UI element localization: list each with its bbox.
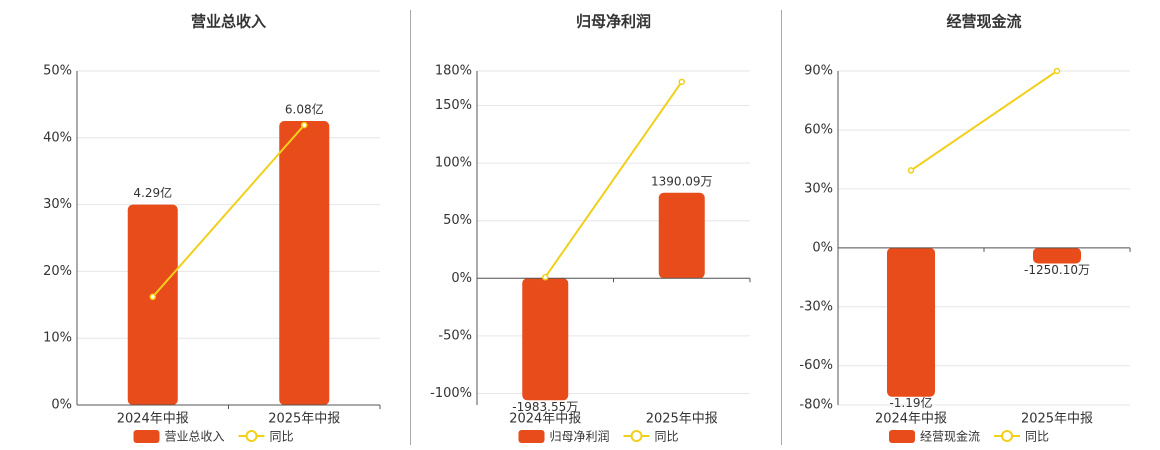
y-tick-label: 0%: [812, 240, 833, 255]
y-tick-label: -80%: [799, 398, 833, 413]
line-point: [542, 273, 549, 281]
x-tick-label: 2025年中报: [646, 412, 718, 427]
value-label: -1250.10万: [1024, 263, 1090, 277]
y-tick-label: 0%: [451, 271, 472, 286]
legend-label: 经营现金流: [920, 429, 980, 444]
y-tick-label: 180%: [435, 64, 472, 79]
y-tick-label: 0%: [51, 398, 72, 413]
line: [910, 70, 1058, 172]
y-tick-label: 10%: [43, 331, 72, 346]
y-tick-label: -60%: [799, 358, 833, 373]
line-point: [678, 78, 685, 86]
line-point: [301, 121, 308, 129]
y-tick-label: 30%: [43, 197, 72, 212]
y-tick-label: 20%: [43, 264, 72, 279]
y-tick-label: 50%: [443, 213, 472, 228]
legend-label: 同比: [270, 430, 294, 444]
y-tick-label: 30%: [804, 181, 833, 196]
x-tick-label: 2024年中报: [117, 412, 189, 427]
y-tick-label: -30%: [799, 299, 833, 314]
chart-title: 经营现金流: [946, 13, 1021, 31]
legend-label: 营业总收入: [165, 430, 225, 444]
y-tick-label: 100%: [435, 156, 472, 171]
value-label: -1.19亿: [889, 395, 932, 410]
line: [152, 124, 305, 298]
bar: [127, 204, 178, 405]
line-point: [149, 293, 156, 301]
chart-title: 营业总收入: [191, 13, 266, 31]
y-tick-label: 50%: [43, 64, 72, 79]
legend-swatch: [889, 430, 915, 443]
legend-label: 归母净利润: [550, 430, 610, 444]
line-point: [907, 167, 915, 174]
value-label: 6.08亿: [285, 101, 324, 116]
bar: [522, 278, 569, 401]
value-label: -1983.55万: [512, 400, 578, 414]
y-tick-label: 60%: [804, 122, 833, 137]
value-label: 1390.09万: [651, 174, 713, 188]
legend-swatch: [133, 430, 160, 443]
bar: [887, 247, 935, 397]
line: [544, 81, 683, 278]
bar: [1033, 247, 1081, 264]
bar: [279, 120, 330, 405]
bar: [658, 192, 705, 279]
legend-label: 同比: [1025, 430, 1049, 444]
chart-title: 归母净利润: [576, 13, 651, 31]
y-tick-label: 150%: [435, 98, 472, 113]
legend-label: 同比: [655, 430, 679, 444]
legend-swatch: [1001, 430, 1014, 442]
x-tick-label: 2025年中报: [1021, 412, 1093, 427]
y-tick-label: 40%: [43, 130, 72, 145]
legend-swatch: [245, 430, 258, 442]
line-point: [1053, 67, 1061, 75]
y-tick-label: -50%: [438, 328, 472, 343]
legend-swatch: [630, 430, 643, 442]
y-tick-label: -100%: [430, 386, 472, 401]
value-label: 4.29亿: [133, 185, 172, 200]
y-tick-label: 90%: [804, 64, 833, 79]
legend-swatch: [518, 430, 545, 443]
x-tick-label: 2024年中报: [875, 412, 947, 427]
x-tick-label: 2024年中报: [509, 412, 581, 427]
x-tick-label: 2025年中报: [268, 412, 340, 427]
